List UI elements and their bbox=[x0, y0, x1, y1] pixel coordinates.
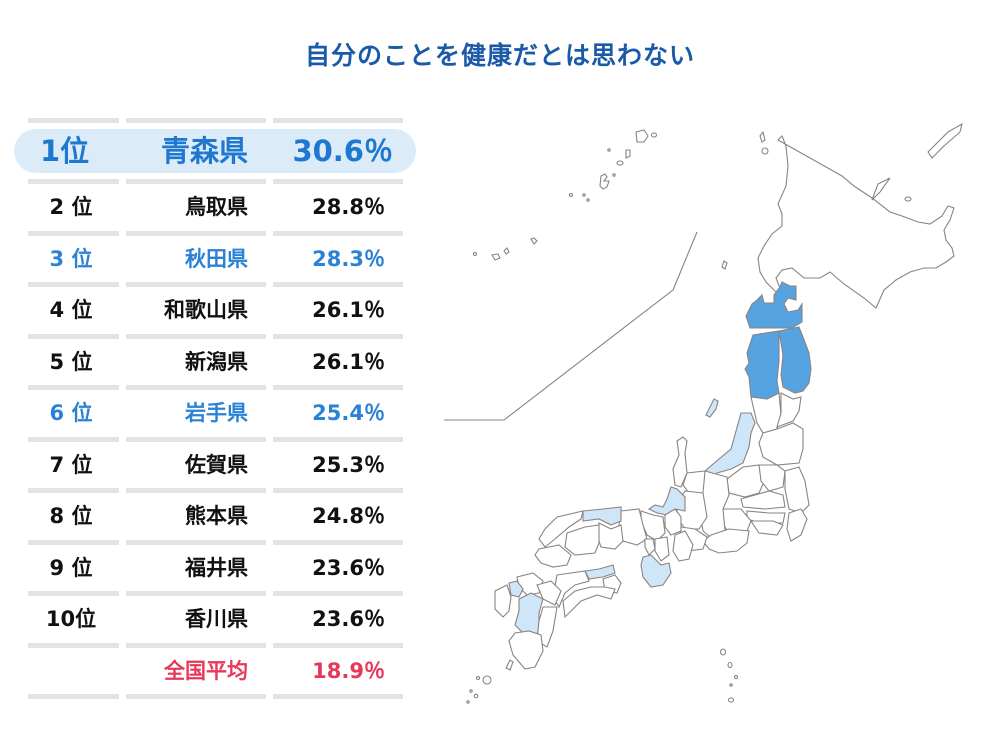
rank-label: 1位 bbox=[40, 134, 90, 168]
okinawa-islands bbox=[472, 129, 658, 261]
prefecture-ibaraki bbox=[784, 466, 810, 514]
top-rank-highlight bbox=[14, 129, 416, 173]
prefecture-iwate bbox=[778, 326, 812, 394]
row-divider bbox=[14, 488, 414, 493]
row-divider bbox=[14, 282, 414, 287]
percentage-value: 25.4％ bbox=[312, 401, 385, 425]
prefecture-yamaguchi bbox=[534, 544, 572, 568]
row-divider bbox=[14, 385, 414, 390]
percentage-value: 23.6％ bbox=[312, 555, 385, 580]
ranking-row: 3 位 秋田県 28.3％ bbox=[14, 236, 414, 283]
row-divider bbox=[14, 118, 414, 123]
row-divider bbox=[14, 539, 414, 545]
prefecture-kagawa bbox=[584, 564, 616, 580]
percentage-value: 24.8％ bbox=[312, 504, 385, 528]
prefecture-okayama bbox=[596, 522, 624, 550]
rank-label: 6 位 bbox=[49, 401, 93, 425]
percentage-value: 28.8％ bbox=[312, 195, 385, 219]
ranking-row-top: 1位 青森県 30.6％ bbox=[14, 123, 416, 179]
prefecture-name: 熊本県 bbox=[185, 504, 248, 528]
hokkaido bbox=[757, 135, 955, 309]
row-divider bbox=[14, 179, 414, 184]
row-divider bbox=[14, 591, 414, 596]
prefecture-shimane bbox=[538, 510, 584, 548]
prefecture-name: 和歌山県 bbox=[164, 298, 248, 322]
percentage-value: 26.1％ bbox=[312, 298, 385, 322]
prefecture-name: 福井県 bbox=[185, 555, 248, 580]
rank-label: 7 位 bbox=[49, 452, 93, 477]
prefecture-saga bbox=[508, 580, 524, 598]
row-divider bbox=[14, 230, 414, 236]
prefecture-wakayama bbox=[640, 554, 672, 588]
rank-label: 8 位 bbox=[49, 504, 93, 528]
prefecture-name: 佐賀県 bbox=[185, 452, 248, 477]
prefecture-shiga bbox=[664, 508, 682, 536]
prefecture-chiba bbox=[786, 508, 808, 542]
prefecture-niigata bbox=[698, 412, 756, 482]
rank-label: 4 位 bbox=[49, 298, 93, 322]
prefecture-name: 香川県 bbox=[185, 607, 248, 631]
ranking-table: 1位 青森県 30.6％ 2 位 鳥取県 28.8％ 3 位 秋田県 28.3％… bbox=[14, 118, 416, 699]
prefecture-name: 新潟県 bbox=[185, 349, 248, 374]
prefecture-akita bbox=[744, 330, 780, 400]
prefecture-miyazaki bbox=[536, 606, 558, 648]
ranking-row: 2 位 鳥取県 28.8％ bbox=[14, 184, 414, 231]
prefecture-kagoshima bbox=[508, 630, 544, 670]
percentage-value: 26.1％ bbox=[312, 349, 385, 374]
national-average-row: 全国平均 18.9％ bbox=[14, 648, 414, 695]
percentage-value: 30.6％ bbox=[292, 134, 393, 168]
prefecture-miyagi bbox=[776, 392, 802, 428]
prefecture-saitama bbox=[740, 490, 786, 510]
prefecture-nagasaki bbox=[494, 584, 512, 618]
prefecture-name: 青森県 bbox=[160, 134, 248, 168]
prefecture-name: 鳥取県 bbox=[185, 195, 248, 219]
prefecture-ishikawa bbox=[672, 436, 688, 488]
prefecture-aomori bbox=[745, 281, 803, 329]
prefecture-tottori bbox=[582, 506, 622, 526]
row-divider bbox=[14, 642, 414, 648]
ranking-row: 8 位 熊本県 24.8％ bbox=[14, 493, 414, 540]
ranking-row: 4 位 和歌山県 26.1％ bbox=[14, 287, 414, 334]
sado-island bbox=[705, 398, 719, 418]
rank-label: 5 位 bbox=[49, 349, 93, 374]
prefecture-kochi bbox=[562, 586, 616, 619]
ranking-row: 10位 香川県 23.6％ bbox=[14, 596, 414, 643]
prefecture-osaka bbox=[644, 538, 656, 556]
rank-label: 3 位 bbox=[49, 246, 93, 271]
prefecture-nara bbox=[654, 536, 670, 562]
prefecture-name: 岩手県 bbox=[185, 401, 248, 425]
japan-map bbox=[444, 122, 963, 704]
rank-label: 2 位 bbox=[49, 195, 93, 219]
page-title: 自分のことを健康だとは思わない bbox=[304, 41, 695, 70]
prefecture-mie bbox=[672, 530, 694, 562]
percentage-value: 28.3％ bbox=[312, 246, 385, 271]
row-divider bbox=[14, 333, 414, 339]
prefecture-kanagawa bbox=[749, 520, 784, 536]
prefecture-tochigi bbox=[758, 464, 786, 492]
percentage-value: 25.3％ bbox=[312, 452, 385, 477]
prefecture-fukushima bbox=[758, 422, 804, 466]
prefecture-name: 秋田県 bbox=[185, 246, 248, 271]
average-label: 全国平均 bbox=[164, 658, 248, 683]
row-divider bbox=[14, 694, 414, 699]
row-divider bbox=[14, 436, 414, 442]
okinawa-inset-divider bbox=[444, 231, 698, 421]
kuril-islands bbox=[927, 122, 963, 159]
southern-islands bbox=[466, 648, 739, 704]
rank-label: 9 位 bbox=[49, 555, 93, 580]
rank-label: 10位 bbox=[45, 607, 97, 631]
average-value: 18.9％ bbox=[312, 658, 385, 683]
prefecture-hiroshima bbox=[564, 524, 600, 556]
percentage-value: 23.6％ bbox=[312, 607, 385, 631]
prefecture-fukui bbox=[647, 486, 686, 516]
ranking-row: 7 位 佐賀県 25.3％ bbox=[14, 442, 414, 489]
ranking-row: 5 位 新潟県 26.1％ bbox=[14, 339, 414, 386]
ranking-row: 6 位 岩手県 25.4％ bbox=[14, 390, 414, 437]
ranking-row: 9 位 福井県 23.6％ bbox=[14, 545, 414, 592]
